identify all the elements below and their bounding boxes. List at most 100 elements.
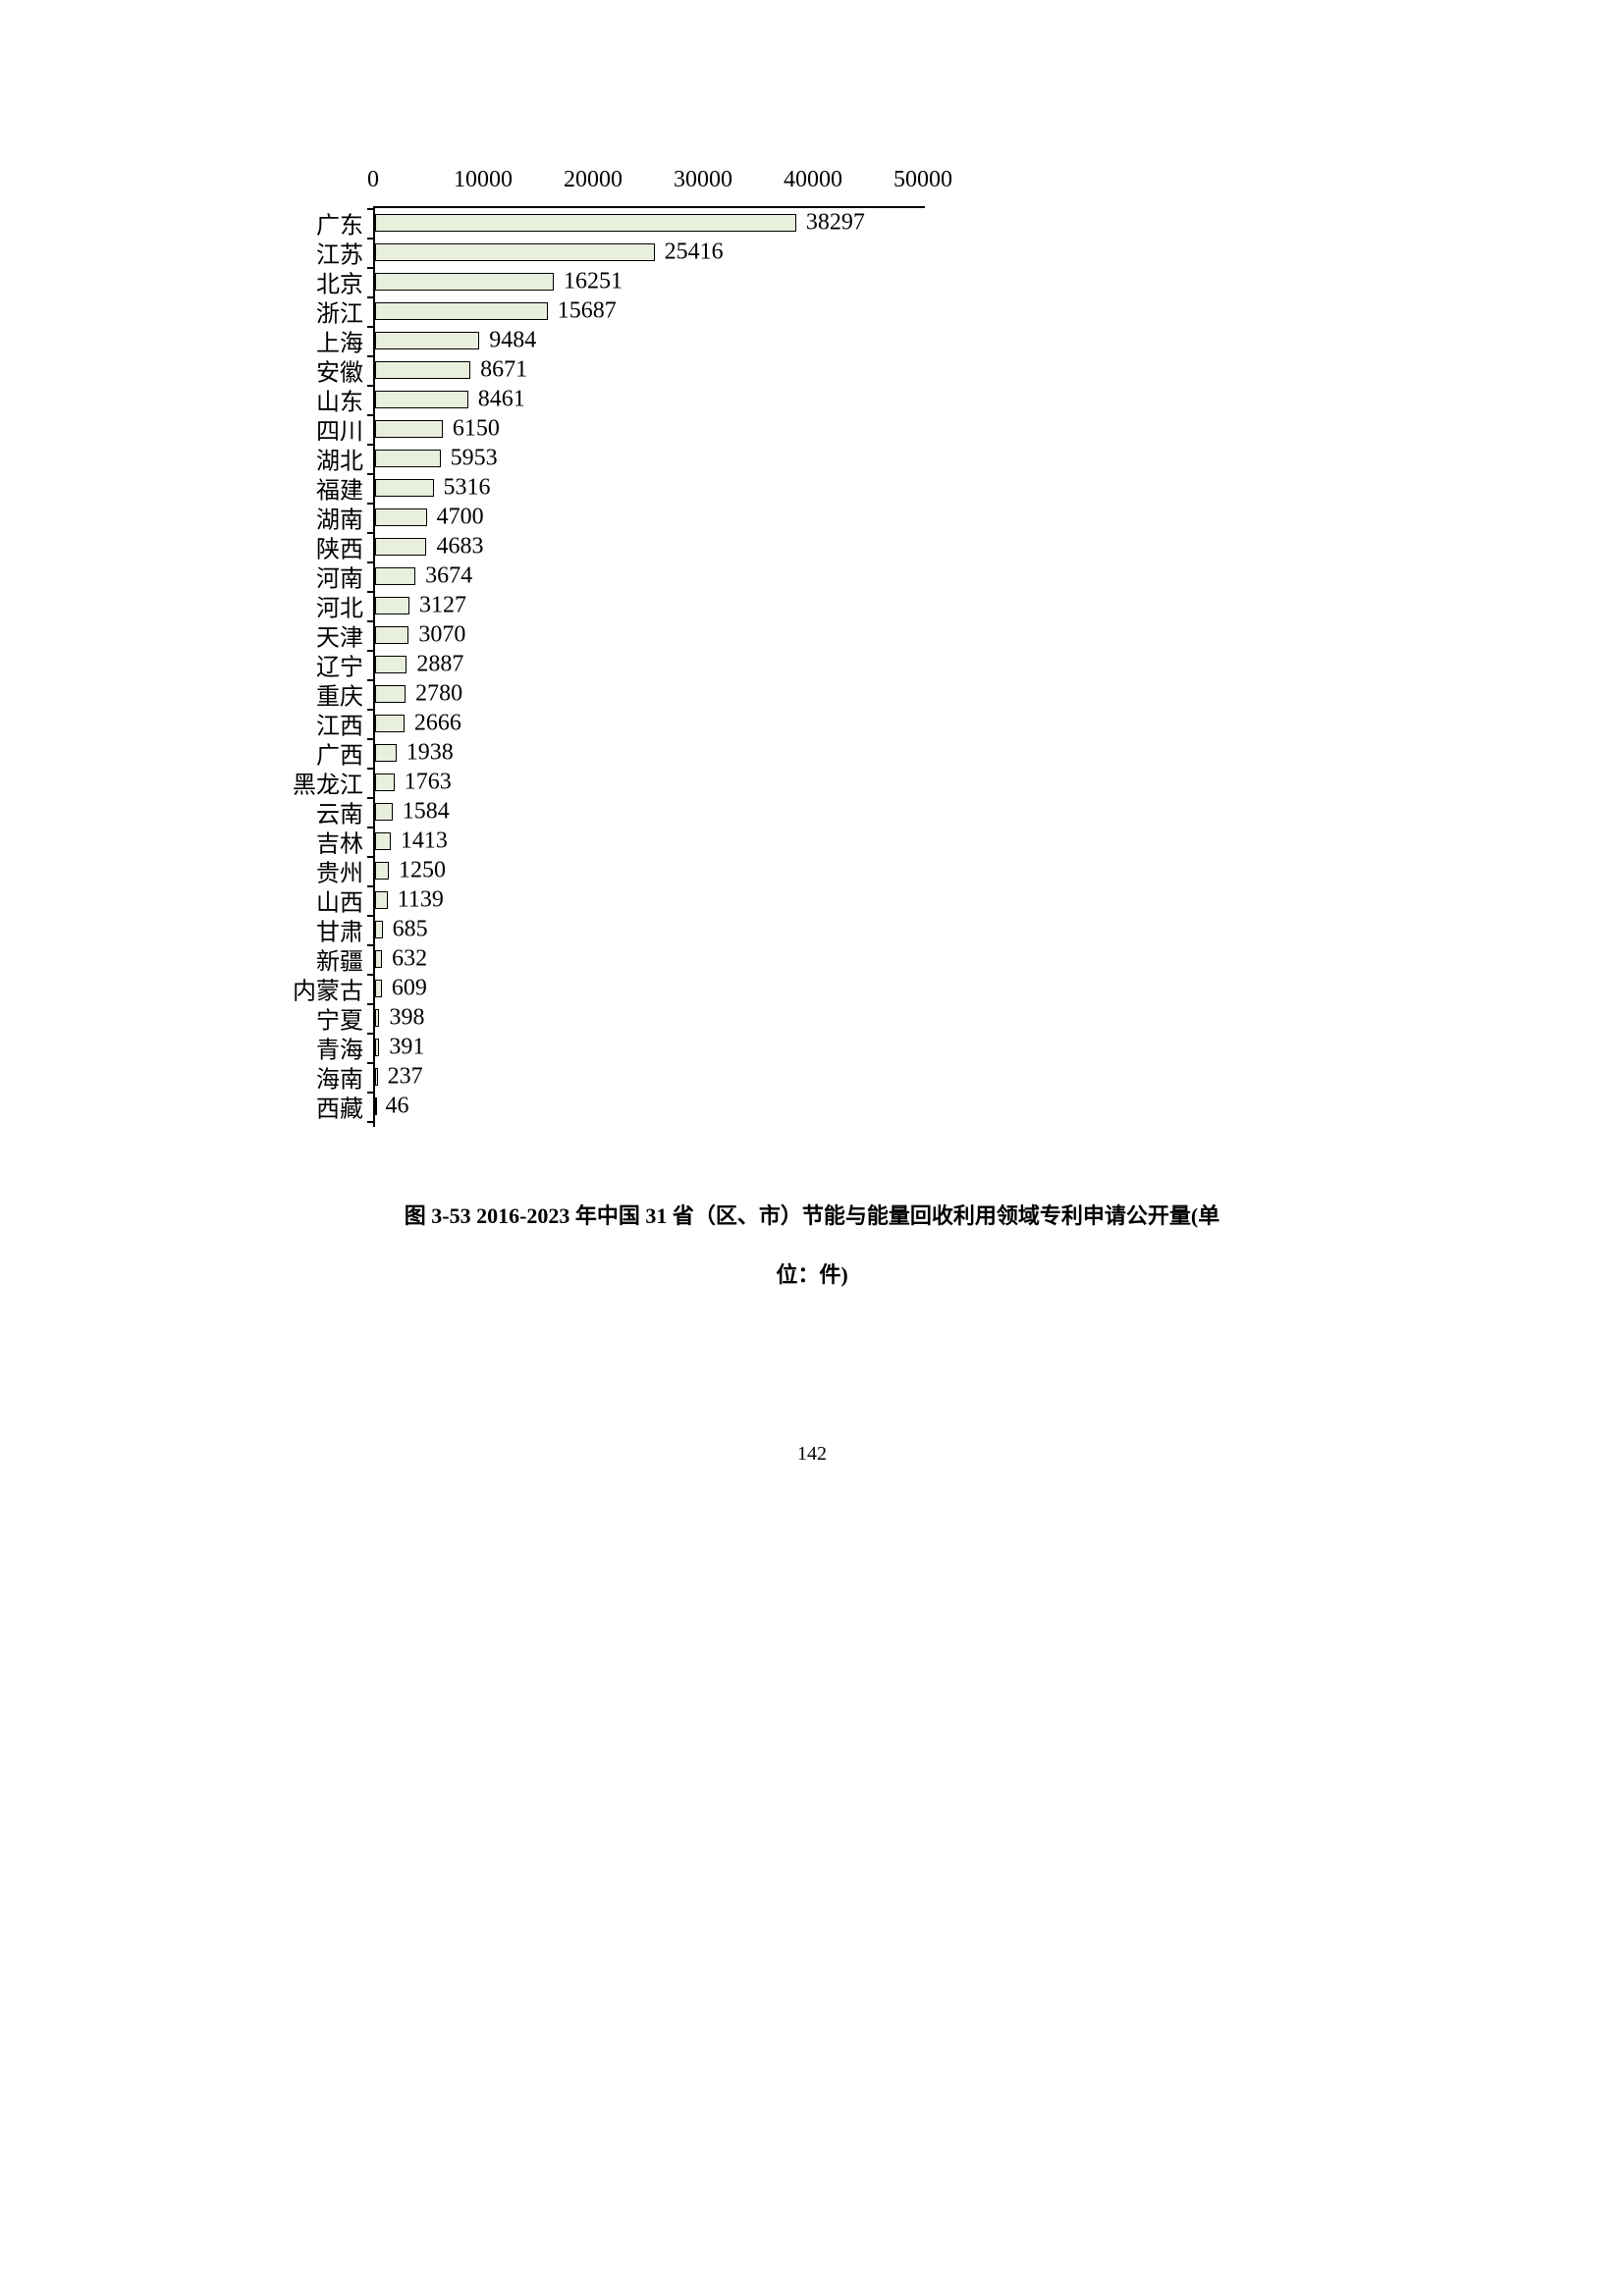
bar-row: 浙江15687	[375, 296, 925, 326]
bar	[375, 803, 393, 821]
bar	[375, 273, 554, 291]
x-axis-tick: 30000	[674, 167, 732, 193]
value-label: 8461	[468, 387, 525, 413]
bar	[375, 715, 405, 732]
value-label: 4683	[426, 534, 483, 561]
bar	[375, 538, 426, 556]
bar-row: 北京16251	[375, 267, 925, 296]
value-label: 3127	[409, 593, 466, 619]
bar-row: 江苏25416	[375, 238, 925, 267]
value-label: 15687	[548, 298, 617, 325]
bar-row: 湖南4700	[375, 503, 925, 532]
bar-row: 新疆632	[375, 944, 925, 974]
bar-row: 甘肃685	[375, 915, 925, 944]
value-label: 609	[382, 976, 427, 1002]
bar-row: 黑龙江1763	[375, 768, 925, 797]
document-page: 01000020000300004000050000 广东38297江苏2541…	[0, 0, 1624, 2296]
value-label: 1413	[391, 828, 448, 855]
bar	[375, 479, 434, 497]
bar-row: 广西1938	[375, 738, 925, 768]
bar	[375, 420, 443, 438]
bar	[375, 508, 427, 526]
value-label: 3674	[415, 563, 472, 590]
bar	[375, 685, 406, 703]
bar-row: 广东38297	[375, 208, 925, 238]
bar	[375, 774, 395, 791]
bar	[375, 243, 655, 261]
bar	[375, 921, 383, 938]
bar-row: 安徽8671	[375, 355, 925, 385]
value-label: 16251	[554, 269, 623, 295]
value-label: 6150	[443, 416, 500, 443]
bar-row: 上海9484	[375, 326, 925, 355]
bar	[375, 626, 408, 644]
bar	[375, 656, 406, 673]
bar	[375, 450, 441, 467]
bar-row: 江西2666	[375, 709, 925, 738]
bar-row: 贵州1250	[375, 856, 925, 885]
bar-row: 西藏46	[375, 1092, 925, 1121]
bar	[375, 567, 415, 585]
x-axis-tick: 0	[367, 167, 379, 193]
bar-row: 河南3674	[375, 561, 925, 591]
bar	[375, 332, 479, 349]
x-axis-tick: 10000	[454, 167, 513, 193]
value-label: 391	[379, 1035, 424, 1061]
bar-row: 辽宁2887	[375, 650, 925, 679]
bar-row: 云南1584	[375, 797, 925, 827]
value-label: 46	[376, 1094, 409, 1120]
value-label: 8671	[470, 357, 527, 384]
bar-row: 海南237	[375, 1062, 925, 1092]
value-label: 5316	[434, 475, 491, 502]
x-axis: 01000020000300004000050000	[373, 167, 923, 206]
value-label: 25416	[655, 240, 724, 266]
value-label: 5953	[441, 446, 498, 472]
bar	[375, 980, 382, 997]
bar-row: 宁夏398	[375, 1003, 925, 1033]
bar	[375, 361, 470, 379]
bar-row: 内蒙古609	[375, 974, 925, 1003]
value-label: 38297	[796, 210, 865, 237]
bar-row: 山西1139	[375, 885, 925, 915]
plot-area: 广东38297江苏25416北京16251浙江15687上海9484安徽8671…	[373, 206, 925, 1127]
value-label: 1584	[393, 799, 450, 826]
figure-caption-line2: 位：件)	[0, 1247, 1624, 1303]
value-label: 1938	[397, 740, 454, 767]
value-label: 2666	[405, 711, 461, 737]
bar	[375, 950, 382, 968]
bar	[375, 891, 388, 909]
value-label: 1139	[388, 887, 444, 914]
value-label: 237	[378, 1064, 423, 1091]
bar-row: 陕西4683	[375, 532, 925, 561]
value-label: 4700	[427, 505, 484, 531]
value-label: 685	[383, 917, 428, 943]
bar	[375, 391, 468, 408]
value-label: 1250	[389, 858, 446, 884]
value-label: 632	[382, 946, 427, 973]
bar-row: 吉林1413	[375, 827, 925, 856]
bar	[375, 597, 409, 614]
category-label: 西藏	[316, 1090, 375, 1124]
x-axis-tick: 20000	[564, 167, 623, 193]
bar	[375, 832, 391, 850]
bar-chart: 01000020000300004000050000 广东38297江苏2541…	[177, 167, 923, 1127]
bar	[375, 302, 548, 320]
bar	[375, 214, 796, 232]
bar-row: 山东8461	[375, 385, 925, 414]
bar	[375, 862, 389, 880]
bar	[375, 744, 397, 762]
bar-row: 福建5316	[375, 473, 925, 503]
x-axis-tick: 40000	[784, 167, 842, 193]
value-label: 1763	[395, 770, 452, 796]
value-label: 9484	[479, 328, 536, 354]
bar-row: 青海391	[375, 1033, 925, 1062]
value-label: 3070	[408, 622, 465, 649]
value-label: 2887	[406, 652, 463, 678]
value-label: 2780	[406, 681, 462, 708]
page-number: 142	[0, 1443, 1624, 1466]
bar-row: 四川6150	[375, 414, 925, 444]
bar-row: 天津3070	[375, 620, 925, 650]
bar-row: 重庆2780	[375, 679, 925, 709]
figure-caption-line1: 图 3-53 2016-2023 年中国 31 省（区、市）节能与能量回收利用领…	[0, 1188, 1624, 1244]
bar-row: 河北3127	[375, 591, 925, 620]
